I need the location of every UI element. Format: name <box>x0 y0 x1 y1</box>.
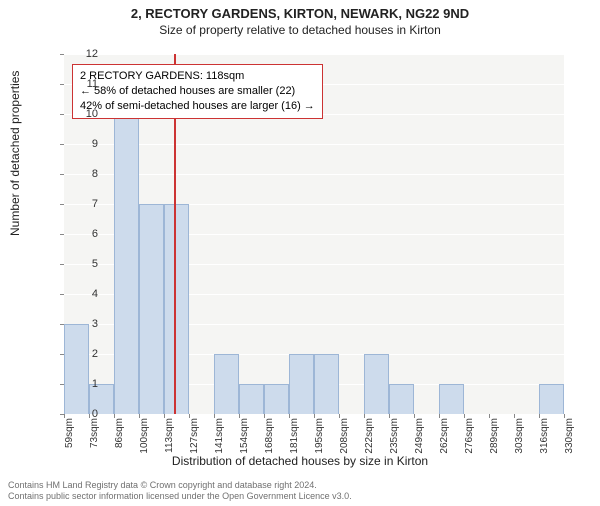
chart-plot-area: 2 RECTORY GARDENS: 118sqm← 58% of detach… <box>64 54 564 414</box>
y-tick-label: 8 <box>70 168 98 180</box>
y-tick-label: 4 <box>70 288 98 300</box>
x-tick-label: 316sqm <box>539 418 550 468</box>
x-tick-label: 235sqm <box>389 418 400 468</box>
y-tick-mark <box>60 264 64 265</box>
histogram-bar <box>139 204 164 414</box>
y-tick-label: 6 <box>70 228 98 240</box>
y-tick-label: 12 <box>70 48 98 60</box>
x-tick-label: 181sqm <box>289 418 300 468</box>
histogram-bar <box>289 354 314 414</box>
histogram-bar <box>64 324 89 414</box>
x-tick-label: 127sqm <box>189 418 200 468</box>
y-tick-label: 5 <box>70 258 98 270</box>
annotation-box: 2 RECTORY GARDENS: 118sqm← 58% of detach… <box>72 64 323 119</box>
histogram-bar <box>239 384 264 414</box>
histogram-bar <box>114 114 139 414</box>
histogram-bar <box>314 354 339 414</box>
x-tick-label: 59sqm <box>64 418 75 468</box>
y-tick-mark <box>60 324 64 325</box>
histogram-bar <box>389 384 414 414</box>
x-tick-label: 195sqm <box>314 418 325 468</box>
x-tick-label: 86sqm <box>114 418 125 468</box>
footer-text: Contains HM Land Registry data © Crown c… <box>8 480 352 503</box>
x-tick-label: 113sqm <box>164 418 175 468</box>
x-tick-label: 154sqm <box>239 418 250 468</box>
histogram-bar <box>164 204 189 414</box>
y-tick-mark <box>60 294 64 295</box>
chart-title: 2, RECTORY GARDENS, KIRTON, NEWARK, NG22… <box>0 6 600 21</box>
y-tick-mark <box>60 234 64 235</box>
x-tick-label: 168sqm <box>264 418 275 468</box>
gridline <box>64 54 564 55</box>
chart-subtitle: Size of property relative to detached ho… <box>0 23 600 37</box>
footer-line-1: Contains HM Land Registry data © Crown c… <box>8 480 352 491</box>
annotation-line: ← 58% of detached houses are smaller (22… <box>80 84 315 99</box>
x-tick-label: 222sqm <box>364 418 375 468</box>
y-tick-mark <box>60 84 64 85</box>
y-tick-mark <box>60 54 64 55</box>
y-tick-label: 3 <box>70 318 98 330</box>
histogram-bar <box>264 384 289 414</box>
x-tick-label: 330sqm <box>564 418 575 468</box>
histogram-bar <box>539 384 564 414</box>
y-tick-label: 7 <box>70 198 98 210</box>
footer-line-2: Contains public sector information licen… <box>8 491 352 502</box>
histogram-bar <box>364 354 389 414</box>
y-tick-label: 1 <box>70 378 98 390</box>
y-tick-mark <box>60 204 64 205</box>
x-tick-label: 73sqm <box>89 418 100 468</box>
y-tick-label: 10 <box>70 108 98 120</box>
gridline <box>64 144 564 145</box>
y-tick-mark <box>60 174 64 175</box>
y-tick-label: 2 <box>70 348 98 360</box>
x-tick-label: 100sqm <box>139 418 150 468</box>
x-tick-label: 303sqm <box>514 418 525 468</box>
annotation-line: 42% of semi-detached houses are larger (… <box>80 99 315 114</box>
y-tick-mark <box>60 114 64 115</box>
y-tick-label: 9 <box>70 138 98 150</box>
y-tick-label: 11 <box>70 78 98 90</box>
y-axis-label: Number of detached properties <box>8 71 22 236</box>
histogram-bar <box>439 384 464 414</box>
y-tick-mark <box>60 144 64 145</box>
x-tick-label: 141sqm <box>214 418 225 468</box>
x-tick-label: 276sqm <box>464 418 475 468</box>
histogram-bar <box>214 354 239 414</box>
y-tick-mark <box>60 384 64 385</box>
x-tick-label: 262sqm <box>439 418 450 468</box>
annotation-line: 2 RECTORY GARDENS: 118sqm <box>80 69 315 84</box>
x-tick-label: 208sqm <box>339 418 350 468</box>
x-tick-label: 289sqm <box>489 418 500 468</box>
y-tick-mark <box>60 354 64 355</box>
x-tick-label: 249sqm <box>414 418 425 468</box>
gridline <box>64 174 564 175</box>
